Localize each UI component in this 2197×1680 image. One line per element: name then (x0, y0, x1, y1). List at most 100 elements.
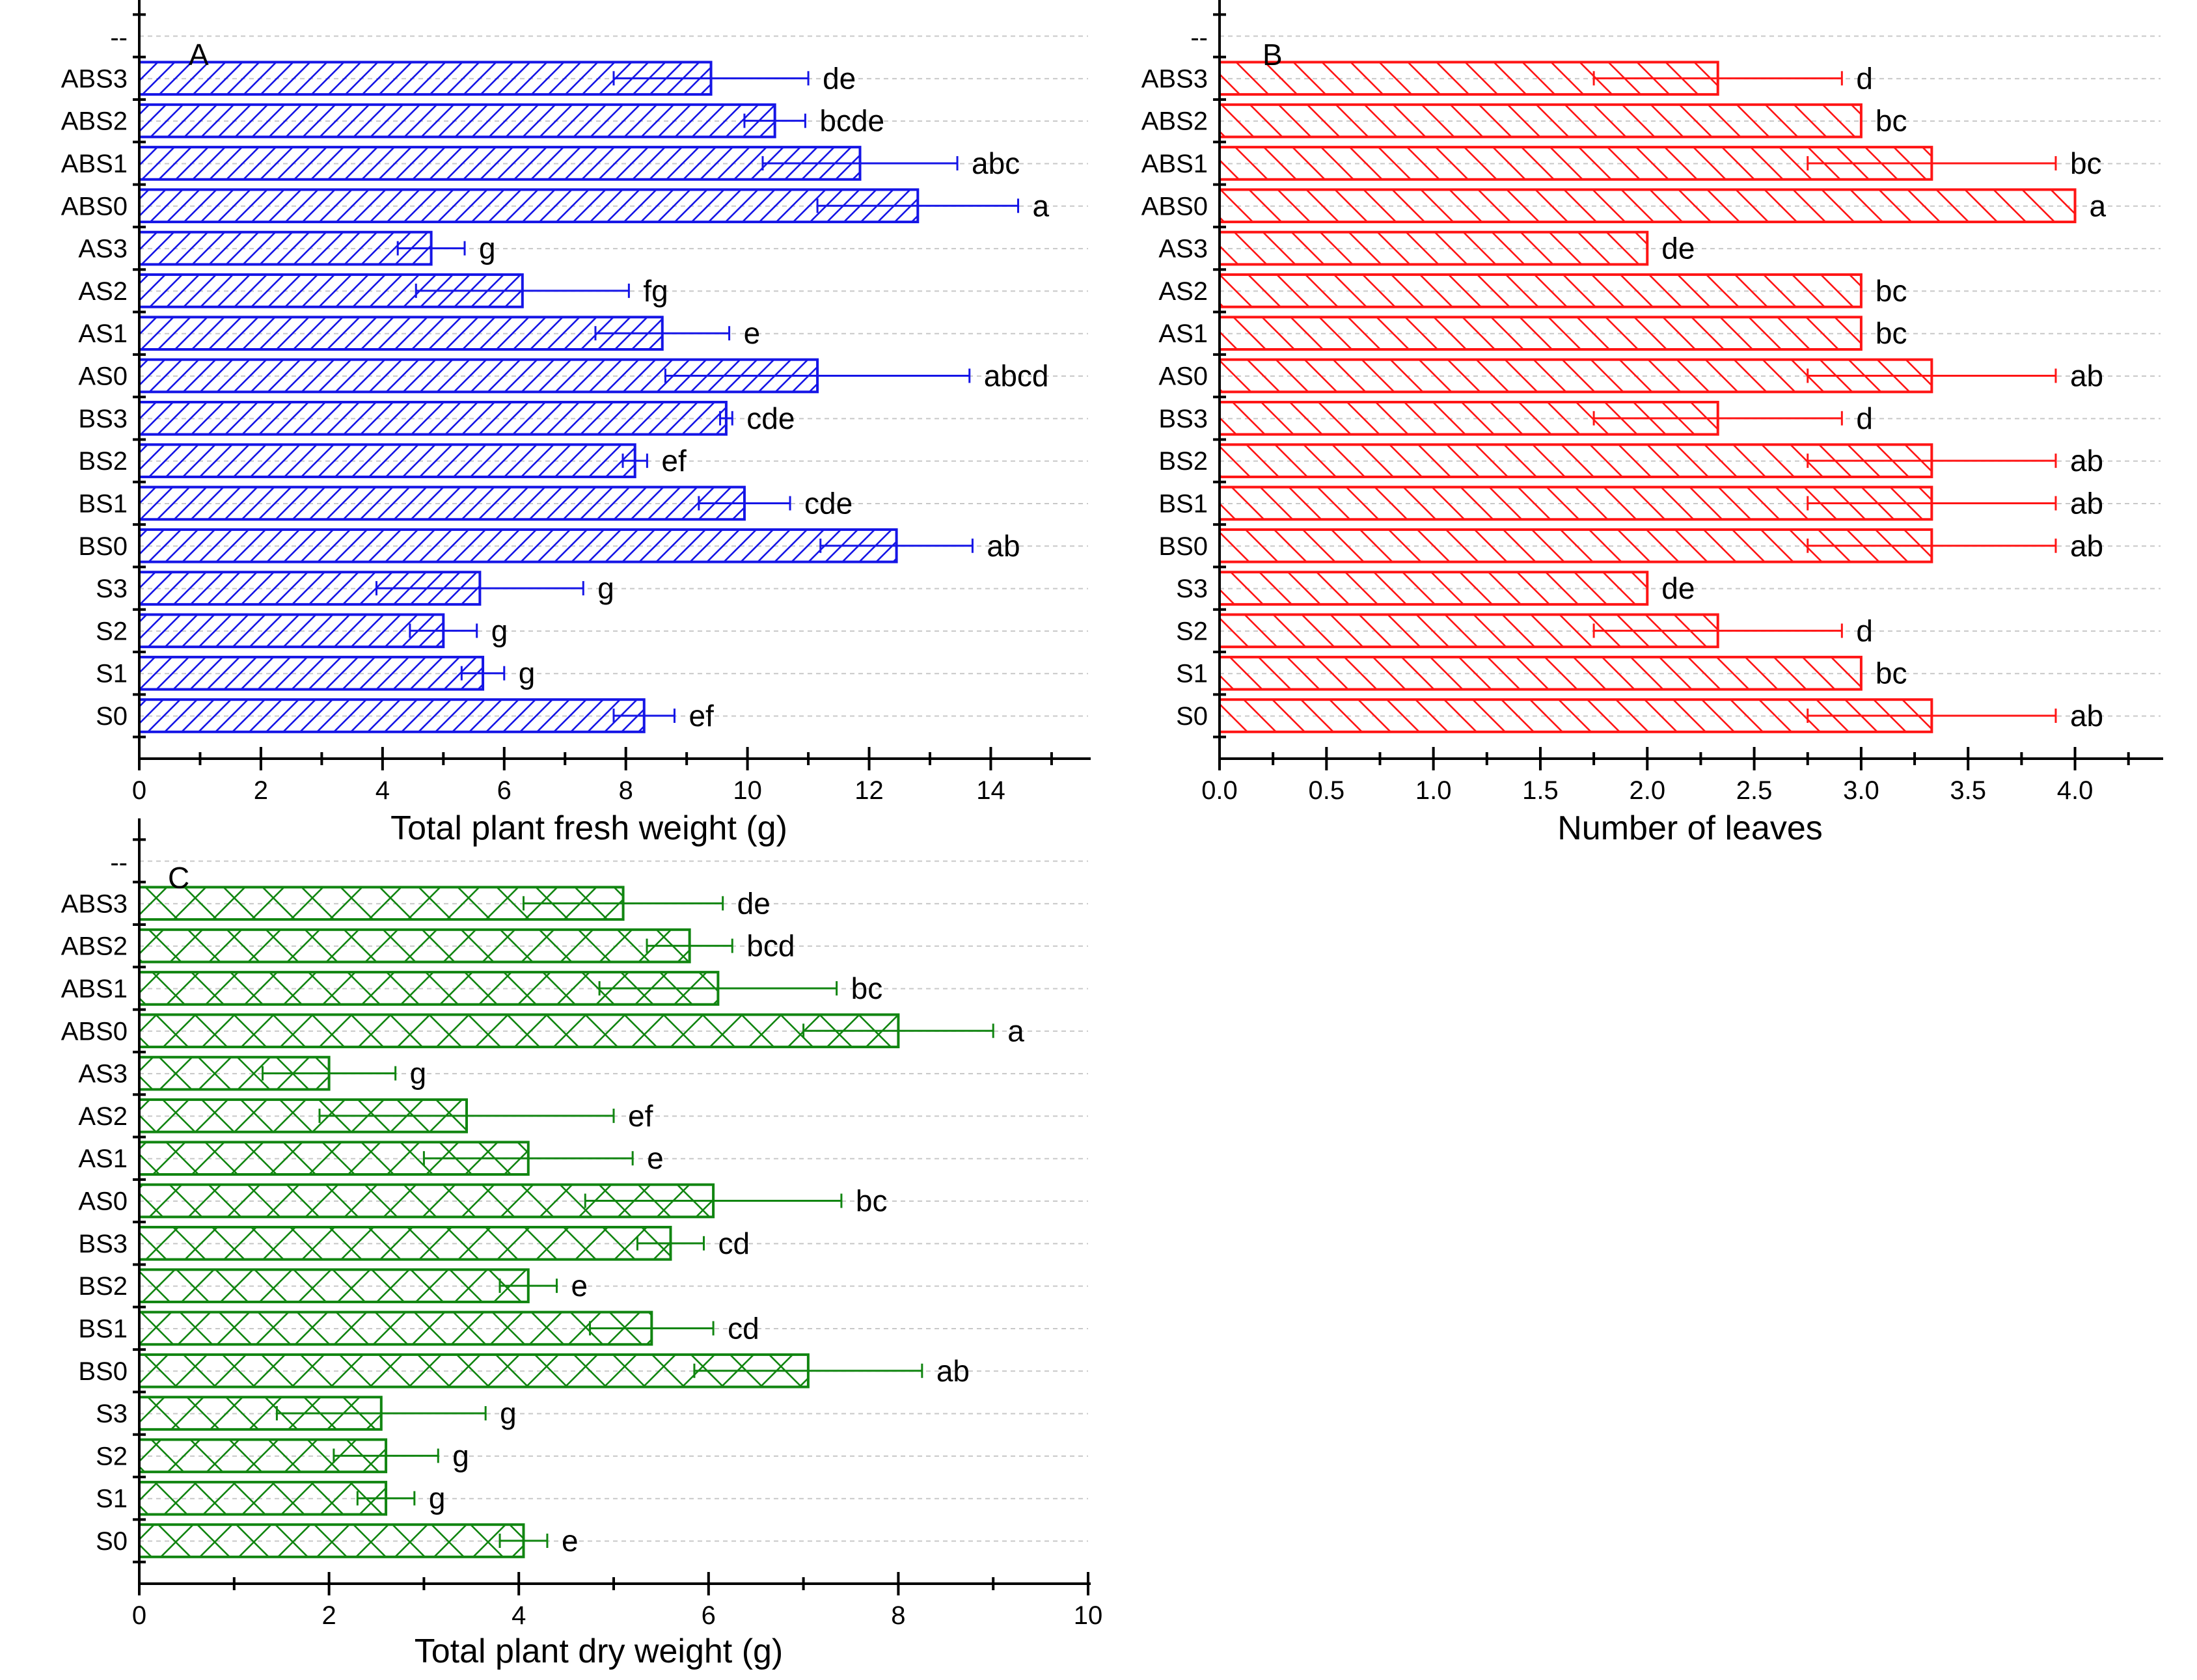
pc-y-tick-label-abs0: ABS0 (61, 1017, 128, 1046)
pa-x-tick-label: 8 (619, 776, 633, 805)
pc-letter-abs2: bcd (746, 929, 795, 963)
pc-bar-s0 (138, 1523, 525, 1558)
pb-letter-bs2: ab (2070, 444, 2103, 478)
pb-letter-as2: bc (1876, 274, 1907, 308)
pb-x-tick-label: 4.0 (2057, 776, 2094, 805)
pc-letter-as3: g (410, 1057, 427, 1091)
pb-y-tick-label-bs1: BS1 (1158, 489, 1208, 518)
panel-c-y-tick-labels: -- ABS3 ABS2 ABS1 ABS0 AS3 AS2 AS1 AS0 BS3 BS2 BS1 B… (61, 848, 128, 1556)
panel-a-label: A (189, 38, 209, 72)
pb-bar-s3 (1218, 571, 1649, 606)
pb-letter-as1: bc (1876, 316, 1907, 350)
pc-x-tick-label: 10 (1074, 1601, 1103, 1630)
pc-bar-s1 (138, 1480, 388, 1516)
pa-x-tick-label: 14 (976, 776, 1005, 805)
pa-y-tick-label-s2: S2 (96, 617, 128, 645)
pb-x-tick-label: 2.0 (1629, 776, 1665, 805)
pc-y-tick-label-s0: S0 (96, 1527, 128, 1556)
pa-bar-bs3 (138, 400, 728, 436)
pc-letter-bs0: ab (936, 1354, 970, 1388)
pc-letter-as2: ef (628, 1099, 653, 1133)
pa-letter-abs2: bcde (819, 104, 884, 138)
pb-y-tick-label-abs0: ABS0 (1141, 192, 1208, 221)
pc-y-tick-label-bs2: BS2 (78, 1272, 128, 1301)
panel-a-gridlines (139, 35, 1088, 759)
pb-x-tick-label: 2.5 (1736, 776, 1773, 805)
pb-y-tick-label-s0: S0 (1176, 702, 1208, 731)
pa-y-tick-label-as0: AS0 (78, 362, 128, 391)
panel-c-label: C (168, 861, 189, 895)
pa-x-tick-label: 4 (375, 776, 390, 805)
pb-letter-abs1: bc (2070, 146, 2102, 180)
pa-y-tick-label-as1: AS1 (78, 319, 128, 348)
panel-a-x-axis-title: Total plant fresh weight (g) (390, 809, 787, 847)
panel-b-label: B (1262, 38, 1283, 72)
pc-x-tick-label: 4 (512, 1601, 526, 1630)
pc-y-tick-label-as1: AS1 (78, 1145, 128, 1173)
pb-bar-as2 (1218, 273, 1863, 308)
pc-letter-s1: g (429, 1482, 446, 1515)
pa-letter-abs3: de (823, 61, 856, 95)
pb-y-tick-label-bs2: BS2 (1158, 447, 1208, 476)
pb-letter-as0: ab (2070, 359, 2103, 393)
pa-letter-bs2: ef (661, 444, 687, 478)
pa-letter-bs1: cde (804, 486, 853, 520)
panel-a-x-tick-labels: 0 2 4 6 8 10 12 14 (132, 776, 1005, 805)
pa-bar-bs0 (138, 528, 898, 563)
pb-y-tick-label-bs0: BS0 (1158, 532, 1208, 561)
pa-y-tick-label-abs3: ABS3 (61, 64, 128, 93)
panel-b-axes (1213, 0, 2163, 770)
pc-y-tick-label-bs1: BS1 (78, 1314, 128, 1343)
pa-bar-s0 (138, 698, 646, 733)
pc-y-tick-label-as3: AS3 (78, 1060, 128, 1089)
pa-y-tick-label-s0: S0 (96, 702, 128, 731)
pc-x-tick-label: 0 (132, 1601, 146, 1630)
pa-letter-bs3: cde (746, 401, 795, 435)
pb-letter-bs3: d (1856, 401, 1873, 435)
panel-c-gridlines (139, 860, 1088, 1584)
pb-y-tick-label-s3: S3 (1176, 575, 1208, 603)
pb-y-tick-label-as1: AS1 (1158, 319, 1208, 348)
pa-x-tick-label: 12 (854, 776, 884, 805)
pc-letter-bs2: e (571, 1269, 588, 1303)
pa-letter-as0: abcd (984, 359, 1049, 393)
pa-y-tick-label-as2: AS2 (78, 277, 128, 306)
pc-bar-abs2 (138, 928, 691, 964)
pa-letter-bs0: ab (987, 529, 1020, 563)
panel-b-y-tick-labels: -- ABS3 ABS2 ABS1 ABS0 AS3 AS2 AS1 AS0 BS3 BS2 BS1 B… (1141, 23, 1208, 731)
pb-y-tick-label-as3: AS3 (1158, 235, 1208, 264)
pa-y-tick-label-bs3: BS3 (78, 405, 128, 433)
pa-bar-bs2 (138, 443, 636, 478)
pc-y-tick-label-abs2: ABS2 (61, 932, 128, 961)
pc-x-tick-label: 8 (891, 1601, 905, 1630)
pb-y-tick-label-top: -- (1190, 23, 1208, 52)
panel-b-x-axis-title: Number of leaves (1557, 809, 1823, 847)
pb-letter-abs2: bc (1876, 104, 1907, 138)
pb-letter-abs0: a (2090, 189, 2107, 223)
pb-x-tick-label: 1.5 (1522, 776, 1559, 805)
pc-letter-bs3: cd (718, 1226, 750, 1260)
pb-y-tick-label-as0: AS0 (1158, 362, 1208, 391)
pc-y-tick-label-as2: AS2 (78, 1102, 128, 1131)
pb-y-tick-label-as2: AS2 (1158, 277, 1208, 306)
pb-y-tick-label-abs3: ABS3 (1141, 64, 1208, 93)
panel-c-x-tick-labels: 0 2 4 6 8 10 (132, 1601, 1102, 1630)
pb-x-tick-label: 3.0 (1843, 776, 1879, 805)
pc-letter-abs3: de (737, 886, 771, 920)
panel-c-x-axis-title: Total plant dry weight (g) (415, 1633, 784, 1670)
pa-y-tick-label-s1: S1 (96, 660, 128, 688)
pc-bar-bs1 (138, 1310, 653, 1346)
pc-bar-bs3 (138, 1225, 672, 1261)
pb-x-tick-label: 1.0 (1415, 776, 1452, 805)
panel-a-axes (133, 0, 1091, 770)
pa-letter-abs0: a (1033, 189, 1050, 223)
pb-letter-s3: de (1661, 571, 1695, 605)
pa-bar-abs1 (138, 146, 862, 181)
pa-letter-s0: ef (689, 699, 714, 733)
pb-x-tick-label: 0.0 (1201, 776, 1238, 805)
pa-y-tick-label-bs0: BS0 (78, 532, 128, 561)
pb-bar-abs2 (1218, 103, 1863, 139)
